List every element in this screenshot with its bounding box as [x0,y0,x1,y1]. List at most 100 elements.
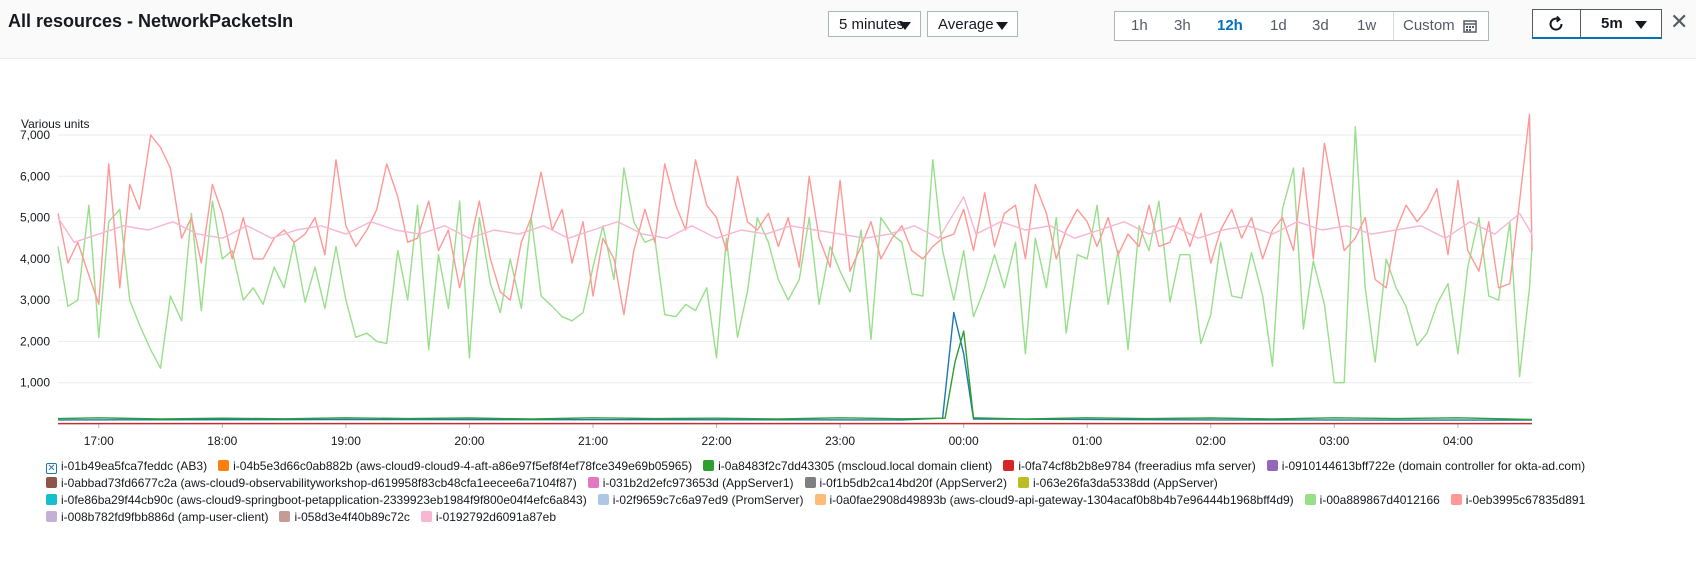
legend-label: i-031b2d2efc973653d (AppServer1) [602,476,794,490]
x-tick-label: 04:00 [1443,434,1473,448]
statistic-value: Average [938,16,994,33]
y-tick-label: 2,000 [20,334,50,348]
legend-item[interactable]: i-04b5e3d66c0ab882b (aws-cloud9-cloud9-4… [218,459,692,473]
legend-label: i-0eb3995c67835d891 [1465,493,1586,507]
legend-label: i-04b5e3d66c0ab882b (aws-cloud9-cloud9-4… [233,459,693,473]
chevron-down-icon [899,22,911,30]
legend-swatch [597,494,609,505]
legend-item[interactable]: i-0f1b5db2ca14bd20f (AppServer2) [804,476,1007,490]
legend-item[interactable]: i-0910144613bff722e (domain controller f… [1266,459,1586,473]
legend-label: i-02f9659c7c6a97ed9 (PromServer) [612,493,804,507]
legend-swatch [1266,460,1278,471]
legend-label: i-0a0fae2908d49893b (aws-cloud9-api-gate… [829,493,1294,507]
range-divider [1393,12,1394,40]
statistic-select[interactable]: Average [927,11,1018,37]
legend-label: i-0f1b5db2ca14bd20f (AppServer2) [819,476,1007,490]
x-tick-label: 23:00 [825,434,855,448]
y-tick-label: 7,000 [20,128,50,142]
legend-label: i-063e26fa3da5338dd (AppServer) [1032,476,1218,490]
x-tick-label: 20:00 [454,434,484,448]
x-tick-label: 22:00 [702,434,732,448]
refresh-control: 5m [1532,9,1662,39]
legend-swatch [1017,477,1029,488]
header-bar: All resources - NetworkPacketsIn 5 minut… [0,0,1696,59]
series-line [57,311,1533,421]
range-1h[interactable]: 1h [1131,17,1148,34]
legend-row: i-008b782fd9fbb886d (amp-user-client) i-0… [46,510,567,524]
calendar-icon[interactable] [1463,19,1477,38]
legend-swatch [804,477,816,488]
x-tick-label: 03:00 [1319,434,1349,448]
legend-item[interactable]: i-00a889867d4012166 [1304,493,1440,507]
y-tick-label: 3,000 [20,293,50,307]
legend-row: i-0fe86ba29f44cb90c (aws-cloud9-springbo… [46,493,1596,507]
legend-item[interactable]: i-0fa74cf8b2b8e9784 (freeradius mfa serv… [1003,459,1256,473]
legend-swatch [46,494,57,505]
range-12h[interactable]: 12h [1217,17,1243,34]
legend-label: i-008b782fd9fbb886d (amp-user-client) [61,510,269,524]
legend-item[interactable]: i-008b782fd9fbb886d (amp-user-client) [46,510,268,524]
legend-label: i-0910144613bff722e (domain controller f… [1281,459,1586,473]
legend-label: i-0a8483f2c7dd43305 (mscloud.local domai… [718,459,993,473]
legend-item[interactable]: ✕ i-01b49ea5fca7feddc (AB3) [46,459,207,474]
time-range-selector: 1h 3h 12h 1d 3d 1w Custom [1114,11,1489,41]
legend-label: i-058d3e4f40b89c72c [294,510,410,524]
legend-row: i-0abbad73fd6677c2a (aws-cloud9-observab… [46,476,1229,490]
legend-item[interactable]: i-0abbad73fd6677c2a (aws-cloud9-observab… [46,476,577,490]
y-tick-label: 6,000 [20,169,50,183]
x-tick-label: 21:00 [578,434,608,448]
range-3d[interactable]: 3d [1312,17,1329,34]
legend-label: i-00a889867d4012166 [1319,493,1440,507]
legend-row: ✕ i-01b49ea5fca7feddc (AB3) i-04b5e3d66c0a… [46,459,1596,474]
y-tick-label: 5,000 [20,211,50,225]
range-1d[interactable]: 1d [1270,17,1287,34]
x-tick-label: 01:00 [1072,434,1102,448]
legend-item[interactable]: i-058d3e4f40b89c72c [279,510,410,524]
legend-swatch [587,477,599,488]
refresh-interval[interactable]: 5m [1601,15,1623,32]
line-chart: Various units 1,000 2,000 3,000 4,000 5,000 6,… [20,113,1533,448]
y-axis-label: Various units [21,117,89,131]
legend-swatch [279,511,291,522]
range-3h[interactable]: 3h [1174,17,1191,34]
legend-swatch [1003,460,1015,471]
series-line [57,113,1533,316]
chevron-down-icon[interactable] [1635,21,1647,29]
x-tick-label: 17:00 [84,434,114,448]
x-tick-label: 02:00 [1196,434,1226,448]
series-line [57,126,1533,384]
close-icon[interactable]: ✕ [1670,9,1689,34]
legend-item[interactable]: i-02f9659c7c6a97ed9 (PromServer) [597,493,804,507]
x-tick-label: 00:00 [949,434,979,448]
legend-label: i-0192792d6091a87eb [435,510,557,524]
y-tick-label: 1,000 [20,376,50,390]
series-line [57,196,1533,243]
legend-label: i-0fa74cf8b2b8e9784 (freeradius mfa serv… [1018,459,1256,473]
legend-swatch [814,494,826,505]
legend-swatch [218,460,230,471]
legend-swatch [1450,494,1462,505]
legend-swatch [46,511,57,522]
legend-item[interactable]: i-063e26fa3da5338dd (AppServer) [1017,476,1218,490]
range-custom[interactable]: Custom [1403,17,1455,34]
legend-item[interactable]: i-0192792d6091a87eb [420,510,557,524]
legend-item[interactable]: i-0a8483f2c7dd43305 (mscloud.local domai… [703,459,992,473]
refresh-icon[interactable] [1547,15,1565,38]
legend-swatch [46,477,57,488]
legend-swatch [703,460,715,471]
legend-item[interactable]: i-0a0fae2908d49893b (aws-cloud9-api-gate… [814,493,1294,507]
period-value: 5 minutes [839,16,905,33]
page-title: All resources - NetworkPacketsIn [8,11,294,31]
legend-item[interactable]: i-031b2d2efc973653d (AppServer1) [587,476,794,490]
chevron-down-icon [996,22,1008,30]
y-tick-label: 4,000 [20,252,50,266]
legend-item[interactable]: i-0fe86ba29f44cb90c (aws-cloud9-springbo… [46,493,587,507]
legend-swatch [1304,494,1316,505]
legend-item[interactable]: i-0eb3995c67835d891 [1450,493,1586,507]
refresh-divider [1580,10,1581,38]
range-1w[interactable]: 1w [1357,17,1377,34]
x-tick-label: 19:00 [331,434,361,448]
x-tick-label: 18:00 [207,434,237,448]
period-select[interactable]: 5 minutes [828,11,921,37]
legend-label: i-01b49ea5fca7feddc (AB3) [61,459,208,473]
